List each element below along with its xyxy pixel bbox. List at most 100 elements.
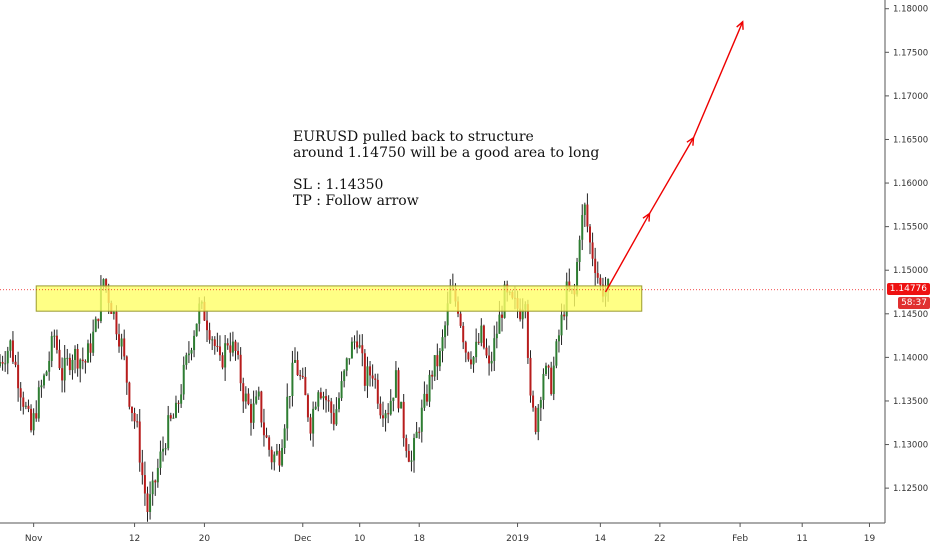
candle-body xyxy=(211,339,214,341)
candle-body xyxy=(265,435,268,438)
candle-body xyxy=(576,261,579,295)
candle-body xyxy=(594,258,597,274)
candle-body xyxy=(195,323,198,336)
candle-body xyxy=(376,379,379,404)
candle-body xyxy=(441,337,444,352)
candle-body xyxy=(270,449,273,463)
candle-body xyxy=(389,400,392,415)
candle-body xyxy=(17,364,20,389)
candle-body xyxy=(379,403,382,416)
x-tick-label: 22 xyxy=(654,534,665,544)
candle-body xyxy=(532,395,535,408)
annotation-line-2: around 1.14750 will be a good area to lo… xyxy=(293,145,600,161)
candle-body xyxy=(306,395,309,418)
candle-body xyxy=(418,431,421,433)
y-tick-label: 1.16000 xyxy=(893,179,928,189)
candle-body xyxy=(213,339,216,346)
x-tick-label: 12 xyxy=(129,534,140,544)
candle-body xyxy=(555,341,558,366)
candle-body xyxy=(125,356,128,383)
candle-body xyxy=(53,335,56,337)
candle-body xyxy=(169,415,172,419)
candle-body xyxy=(498,314,501,334)
candle-body xyxy=(198,303,201,324)
arrow-segment xyxy=(648,137,695,214)
candle-body xyxy=(495,333,498,339)
candle-body xyxy=(332,412,335,425)
y-tick-label: 1.12500 xyxy=(893,484,928,494)
candle-body xyxy=(71,359,74,371)
candle-body xyxy=(586,204,589,227)
y-tick-label: 1.14500 xyxy=(893,310,928,320)
candle-body xyxy=(519,308,522,320)
candle-body xyxy=(102,279,105,287)
candle-body xyxy=(583,204,586,216)
candle-body xyxy=(529,357,532,396)
candle-body xyxy=(607,278,610,291)
candle-body xyxy=(257,391,260,397)
candle-body xyxy=(413,437,416,461)
candle-body xyxy=(521,309,524,320)
candle-body xyxy=(180,394,183,404)
candle-body xyxy=(589,226,591,243)
x-tick-label: 11 xyxy=(796,534,807,544)
candle-body xyxy=(190,350,193,354)
y-tick-label: 1.15500 xyxy=(893,223,928,233)
candle-body xyxy=(459,313,462,326)
candle-body xyxy=(260,391,263,423)
candle-body xyxy=(136,421,139,423)
candle-body xyxy=(425,393,428,402)
candle-body xyxy=(234,341,237,351)
candle-body xyxy=(552,365,555,395)
candle-body xyxy=(464,342,467,353)
candle-body xyxy=(345,358,348,371)
candle-body xyxy=(138,421,141,463)
candle-body xyxy=(24,405,27,407)
candle-body xyxy=(423,393,426,408)
candle-body xyxy=(490,360,493,364)
y-tick-label: 1.18000 xyxy=(893,5,928,15)
candle-body xyxy=(312,408,315,434)
candle-body xyxy=(340,381,343,399)
candles-layer xyxy=(0,193,610,522)
candle-body xyxy=(392,397,395,401)
candle-body xyxy=(48,360,51,372)
candle-body xyxy=(322,396,325,399)
candle-body xyxy=(369,366,372,376)
candle-body xyxy=(226,343,229,346)
candle-body xyxy=(410,460,413,462)
candle-body xyxy=(438,351,441,367)
candle-body xyxy=(501,314,504,318)
candle-body xyxy=(84,361,87,363)
candle-body xyxy=(182,364,185,395)
candle-body xyxy=(568,281,571,290)
candle-body xyxy=(526,304,529,358)
candle-body xyxy=(97,318,100,322)
candle-body xyxy=(123,338,126,357)
candle-body xyxy=(143,475,146,494)
arrow-segment xyxy=(692,21,744,138)
candle-body xyxy=(394,370,397,398)
candle-body xyxy=(384,413,387,419)
candle-body xyxy=(405,438,408,451)
support-zone xyxy=(35,285,643,312)
candle-body xyxy=(542,373,545,401)
candle-body xyxy=(475,341,478,358)
candle-body xyxy=(350,341,353,359)
candle-body xyxy=(156,467,159,483)
candle-body xyxy=(130,406,133,414)
candle-body xyxy=(273,454,276,463)
candle-body xyxy=(294,360,296,363)
candle-body xyxy=(278,450,281,466)
candle-body xyxy=(174,402,177,418)
candle-body xyxy=(63,357,66,381)
candle-body xyxy=(488,355,491,364)
candle-body xyxy=(193,335,196,351)
candle-body xyxy=(335,409,338,425)
candle-body xyxy=(229,345,232,353)
candle-body xyxy=(557,335,560,342)
candle-body xyxy=(92,331,95,353)
candle-body xyxy=(304,376,307,396)
